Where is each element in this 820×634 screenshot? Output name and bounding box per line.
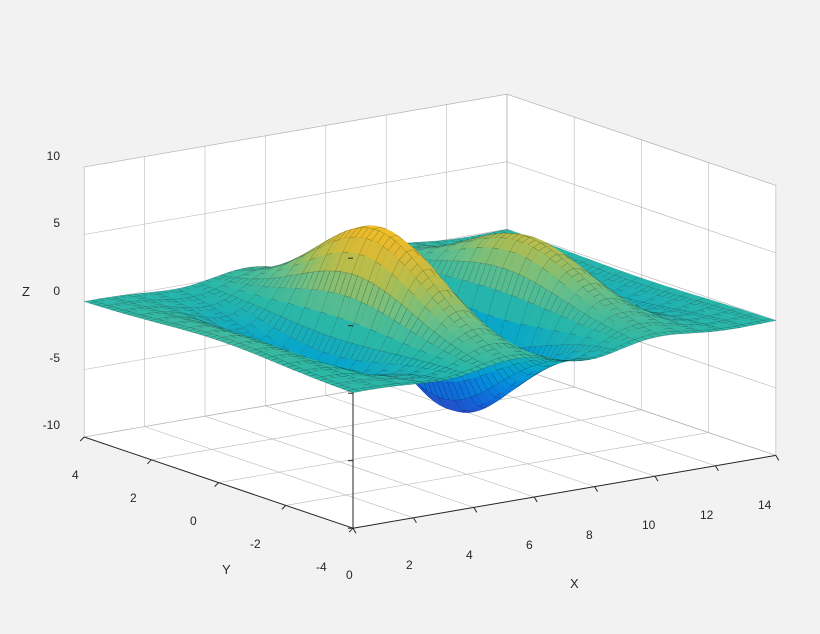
xtick-4: 8 bbox=[586, 528, 593, 542]
ztick-4: 10 bbox=[36, 149, 60, 163]
ztick-3: 5 bbox=[36, 216, 60, 230]
ytick-4: 4 bbox=[72, 468, 79, 482]
chart-3d-surface: { "surface_chart": { "type": "surface3d"… bbox=[0, 0, 820, 634]
x-axis-label: X bbox=[570, 576, 579, 591]
ytick-0: -4 bbox=[316, 560, 327, 574]
xtick-5: 10 bbox=[642, 518, 655, 532]
xtick-0: 0 bbox=[346, 568, 353, 582]
xtick-6: 12 bbox=[700, 508, 713, 522]
ytick-3: 2 bbox=[130, 491, 137, 505]
ztick-1: -5 bbox=[36, 351, 60, 365]
ytick-2: 0 bbox=[190, 514, 197, 528]
plot-area bbox=[70, 20, 790, 580]
surface-svg bbox=[70, 20, 790, 580]
y-axis-label: Y bbox=[222, 562, 231, 577]
xtick-2: 4 bbox=[466, 548, 473, 562]
xtick-7: 14 bbox=[758, 498, 771, 512]
ztick-2: 0 bbox=[36, 284, 60, 298]
z-axis-label: Z bbox=[22, 284, 30, 299]
ztick-0: -10 bbox=[36, 418, 60, 432]
xtick-1: 2 bbox=[406, 558, 413, 572]
ytick-1: -2 bbox=[250, 537, 261, 551]
xtick-3: 6 bbox=[526, 538, 533, 552]
